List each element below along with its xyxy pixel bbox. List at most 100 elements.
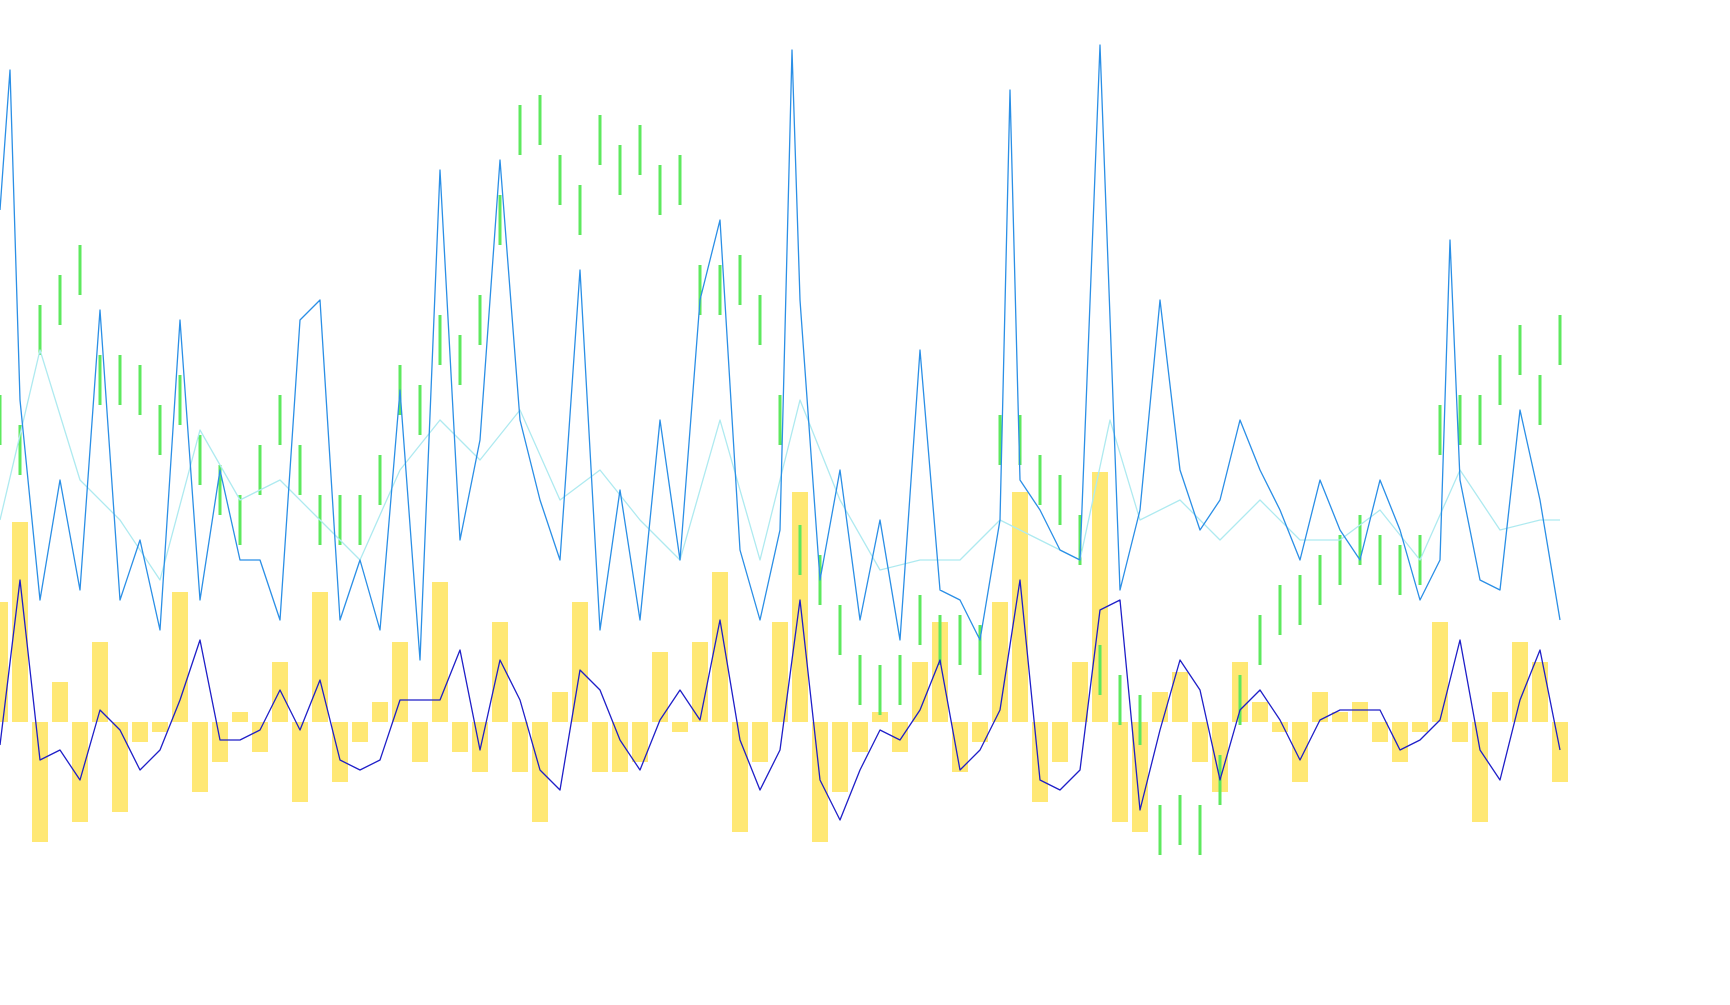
price-bar xyxy=(1358,515,1362,565)
price-bar xyxy=(38,305,42,355)
histogram-bar xyxy=(32,722,48,842)
price-bar xyxy=(578,185,582,235)
price-bar xyxy=(1498,355,1502,405)
histogram-bar xyxy=(272,662,288,722)
price-bar xyxy=(1538,375,1542,425)
price-bar xyxy=(458,335,462,385)
price-bar xyxy=(1558,315,1562,365)
histogram-bar xyxy=(452,722,468,752)
price-bar xyxy=(998,415,1002,465)
histogram-bar xyxy=(1292,722,1308,782)
price-bar xyxy=(718,265,722,315)
price-bar xyxy=(158,405,162,455)
price-bar xyxy=(1458,395,1462,445)
histogram-bar xyxy=(1272,722,1288,732)
price-bar xyxy=(478,295,482,345)
price-bar xyxy=(1238,675,1242,725)
histogram-bar xyxy=(612,722,628,772)
histogram-bar xyxy=(392,642,408,722)
histogram-bar xyxy=(912,662,928,722)
line xyxy=(0,44,1561,661)
price-bar xyxy=(1138,695,1142,745)
histogram-bar xyxy=(992,602,1008,722)
histogram-bar xyxy=(932,622,948,722)
histogram-bar xyxy=(1532,662,1548,722)
price-bar xyxy=(958,615,962,665)
price-bar xyxy=(218,465,222,515)
price-bar xyxy=(498,195,502,245)
histogram-bar xyxy=(372,702,388,722)
histogram-bar xyxy=(972,722,988,742)
histogram-bar xyxy=(1052,722,1068,762)
histogram-bar xyxy=(892,722,908,752)
price-bar xyxy=(98,355,102,405)
histogram-bar xyxy=(232,712,248,722)
price-bar xyxy=(918,595,922,645)
price-bar xyxy=(558,155,562,205)
histogram-bar xyxy=(712,572,728,722)
histogram-bar xyxy=(832,722,848,792)
histogram-bar xyxy=(252,722,268,752)
histogram-bar xyxy=(792,492,808,722)
line xyxy=(0,349,1560,581)
price-bar xyxy=(658,165,662,215)
histogram-bar xyxy=(1152,692,1168,722)
price-bar xyxy=(78,245,82,295)
histogram-bar xyxy=(552,692,568,722)
histogram-bar xyxy=(112,722,128,812)
price-bar xyxy=(1398,545,1402,595)
price-bar xyxy=(898,655,902,705)
histogram-bar xyxy=(1352,702,1368,722)
histogram-bar xyxy=(152,722,168,732)
price-bar xyxy=(418,385,422,435)
histogram-bar xyxy=(1252,702,1268,722)
price-bar xyxy=(1158,805,1162,855)
histogram-bar xyxy=(1032,722,1048,802)
histogram-bar xyxy=(1452,722,1468,742)
price-bar xyxy=(1018,415,1022,465)
histogram-bar xyxy=(1332,712,1348,722)
histogram-bar xyxy=(1512,642,1528,722)
price-bar xyxy=(1098,645,1102,695)
price-bar xyxy=(1278,585,1282,635)
price-bar xyxy=(1478,395,1482,445)
price-bar xyxy=(1118,675,1122,725)
price-bar xyxy=(1518,325,1522,375)
histogram-bar xyxy=(52,682,68,722)
histogram-bar xyxy=(72,722,88,822)
histogram-bar xyxy=(292,722,308,802)
price-bar xyxy=(438,315,442,365)
price-bar xyxy=(518,105,522,155)
price-bar xyxy=(638,125,642,175)
price-bar xyxy=(1038,455,1042,505)
histogram-bar xyxy=(812,722,828,842)
histogram-bar xyxy=(1472,722,1488,822)
price-bar xyxy=(1298,575,1302,625)
price-bar xyxy=(1078,515,1082,565)
histogram-bar xyxy=(652,652,668,722)
histogram-bar xyxy=(672,722,688,732)
price-bar xyxy=(1438,405,1442,455)
histogram-bar xyxy=(1392,722,1408,762)
price-bar xyxy=(1258,615,1262,665)
histogram-bar xyxy=(952,722,968,772)
histogram-bar xyxy=(12,522,28,722)
price-bar xyxy=(978,625,982,675)
histogram-bar xyxy=(1012,492,1028,722)
histogram-bar xyxy=(212,722,228,762)
price-bar xyxy=(598,115,602,165)
histogram-bar xyxy=(432,582,448,722)
histogram-bar xyxy=(132,722,148,742)
histogram-bar xyxy=(192,722,208,792)
histogram-bar xyxy=(172,592,188,722)
price-bar xyxy=(1318,555,1322,605)
histogram-bar xyxy=(1132,722,1148,832)
price-bar xyxy=(58,275,62,325)
price-bar xyxy=(298,445,302,495)
histogram-bar xyxy=(1372,722,1388,742)
price-bar xyxy=(18,425,22,475)
price-bar xyxy=(138,365,142,415)
price-bar xyxy=(1338,535,1342,585)
